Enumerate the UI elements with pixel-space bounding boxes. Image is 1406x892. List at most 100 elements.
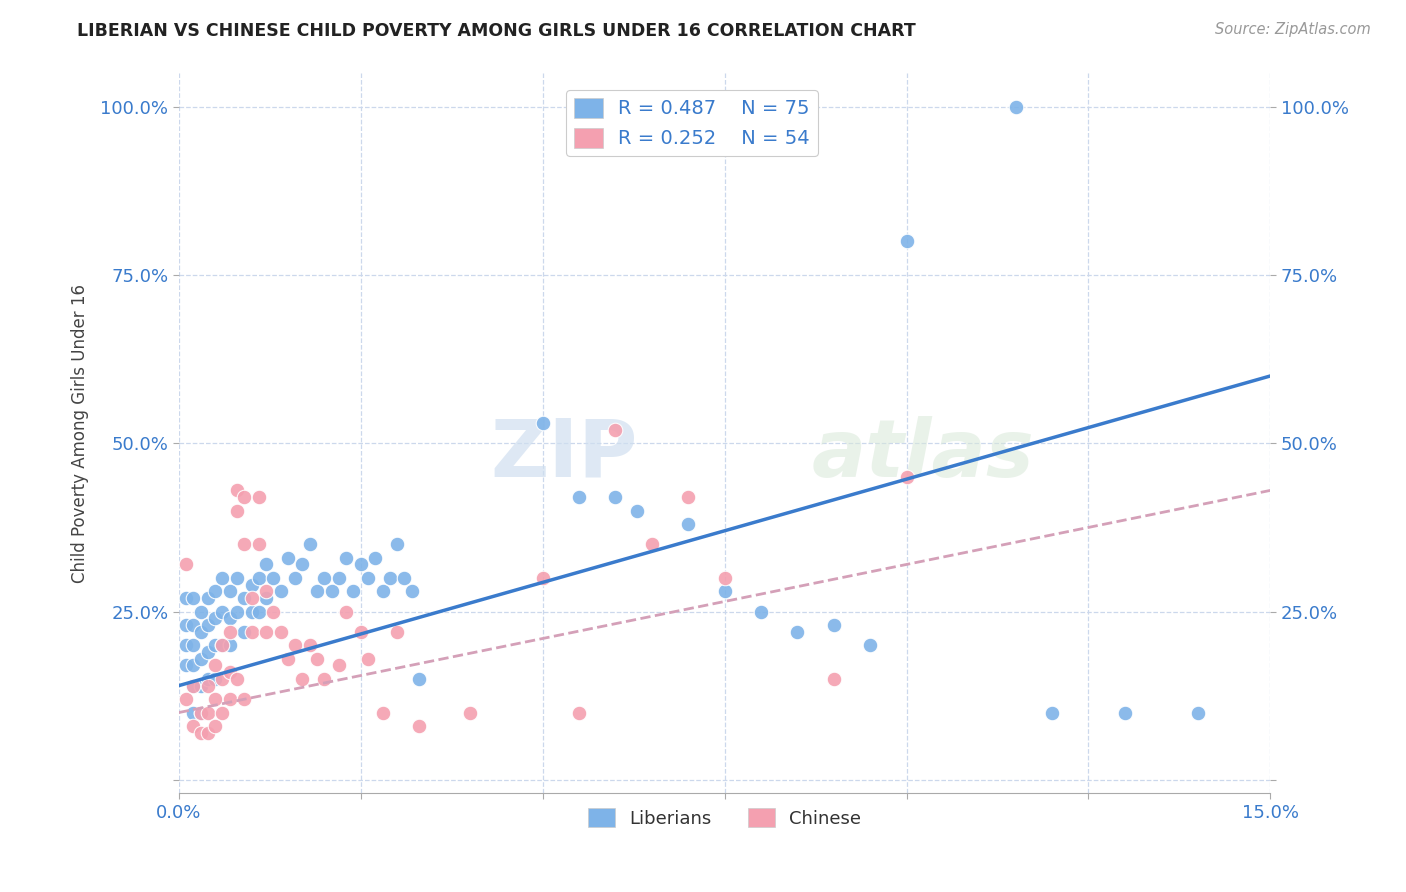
Point	[181, 658, 204, 673]
Point	[408, 672, 430, 686]
Point	[247, 537, 270, 551]
Point	[328, 658, 350, 673]
Point	[385, 537, 408, 551]
Point	[181, 679, 204, 693]
Point	[226, 605, 249, 619]
Point	[240, 577, 263, 591]
Point	[174, 638, 197, 652]
Point	[896, 235, 918, 249]
Point	[204, 692, 226, 706]
Point	[247, 490, 270, 504]
Point	[357, 651, 380, 665]
Point	[1004, 100, 1026, 114]
Point	[284, 571, 307, 585]
Point	[786, 624, 808, 639]
Point	[262, 571, 284, 585]
Text: atlas: atlas	[811, 416, 1035, 494]
Point	[254, 624, 277, 639]
Point	[218, 611, 240, 625]
Point	[218, 665, 240, 680]
Point	[181, 719, 204, 733]
Point	[254, 584, 277, 599]
Point	[247, 605, 270, 619]
Text: Source: ZipAtlas.com: Source: ZipAtlas.com	[1215, 22, 1371, 37]
Point	[531, 571, 554, 585]
Point	[364, 550, 387, 565]
Point	[458, 706, 481, 720]
Point	[174, 558, 197, 572]
Point	[190, 651, 212, 665]
Point	[270, 624, 292, 639]
Point	[190, 624, 212, 639]
Point	[335, 605, 357, 619]
Point	[204, 658, 226, 673]
Point	[204, 719, 226, 733]
Point	[321, 584, 343, 599]
Point	[197, 706, 219, 720]
Point	[233, 537, 256, 551]
Point	[626, 503, 648, 517]
Point	[174, 618, 197, 632]
Point	[713, 571, 735, 585]
Point	[298, 638, 321, 652]
Point	[204, 584, 226, 599]
Point	[357, 571, 380, 585]
Point	[226, 503, 249, 517]
Point	[197, 672, 219, 686]
Point	[204, 672, 226, 686]
Point	[676, 490, 699, 504]
Point	[262, 605, 284, 619]
Point	[211, 605, 233, 619]
Point	[174, 591, 197, 606]
Point	[211, 638, 233, 652]
Point	[823, 618, 845, 632]
Point	[896, 470, 918, 484]
Point	[181, 638, 204, 652]
Point	[298, 537, 321, 551]
Point	[749, 605, 772, 619]
Point	[197, 591, 219, 606]
Point	[240, 605, 263, 619]
Legend: Liberians, Chinese: Liberians, Chinese	[581, 801, 869, 835]
Point	[401, 584, 423, 599]
Point	[190, 679, 212, 693]
Point	[204, 611, 226, 625]
Point	[218, 638, 240, 652]
Point	[335, 550, 357, 565]
Text: ZIP: ZIP	[491, 416, 637, 494]
Point	[233, 692, 256, 706]
Point	[284, 638, 307, 652]
Point	[197, 725, 219, 739]
Point	[240, 624, 263, 639]
Point	[233, 490, 256, 504]
Point	[233, 624, 256, 639]
Point	[204, 638, 226, 652]
Point	[211, 706, 233, 720]
Point	[174, 658, 197, 673]
Point	[1040, 706, 1063, 720]
Point	[226, 672, 249, 686]
Point	[270, 584, 292, 599]
Point	[350, 624, 373, 639]
Point	[314, 571, 336, 585]
Point	[277, 550, 299, 565]
Point	[676, 517, 699, 532]
Point	[197, 645, 219, 659]
Point	[859, 638, 882, 652]
Point	[568, 490, 591, 504]
Point	[190, 706, 212, 720]
Point	[342, 584, 364, 599]
Point	[568, 706, 591, 720]
Point	[641, 537, 664, 551]
Point	[605, 490, 627, 504]
Point	[1187, 706, 1209, 720]
Point	[378, 571, 401, 585]
Point	[291, 558, 314, 572]
Point	[385, 624, 408, 639]
Text: LIBERIAN VS CHINESE CHILD POVERTY AMONG GIRLS UNDER 16 CORRELATION CHART: LIBERIAN VS CHINESE CHILD POVERTY AMONG …	[77, 22, 917, 40]
Point	[247, 571, 270, 585]
Point	[305, 651, 328, 665]
Point	[181, 679, 204, 693]
Point	[314, 672, 336, 686]
Point	[605, 423, 627, 437]
